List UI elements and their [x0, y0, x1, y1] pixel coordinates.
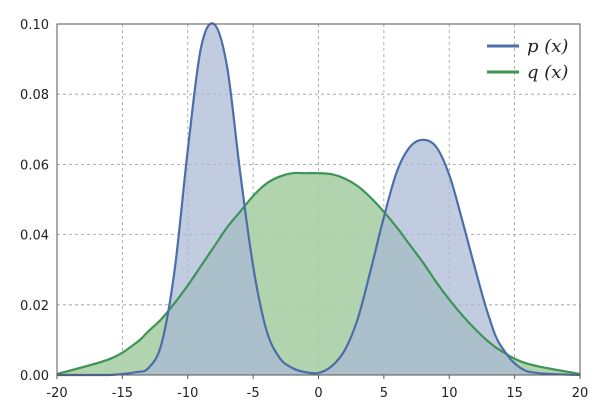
x-tick-label: -5	[247, 386, 260, 401]
series-line-p	[57, 22, 581, 377]
y-tick-label: 0.00	[20, 369, 49, 384]
x-tick-label: 5	[380, 386, 388, 401]
series-line-q	[56, 171, 581, 376]
legend: p (x) q (x)	[487, 36, 568, 83]
y-tick-label: 0.04	[20, 229, 49, 244]
x-tick-label: -10	[177, 386, 198, 401]
y-tick-label: 0.06	[20, 158, 49, 173]
legend-label-q: q (x)	[527, 62, 568, 83]
y-tick-label: 0.02	[20, 299, 49, 314]
x-tick-label: 20	[572, 386, 589, 401]
x-axis: -20 -15 -10 -5 0 5 10 15 20	[46, 375, 588, 401]
series-layer	[56, 22, 581, 377]
legend-label-p: p (x)	[527, 36, 568, 57]
y-tick-label: 0.10	[20, 18, 49, 33]
x-tick-label: 15	[506, 386, 523, 401]
x-tick-label: 10	[441, 386, 458, 401]
y-tick-label: 0.08	[20, 88, 49, 103]
x-tick-label: -15	[112, 386, 133, 401]
x-tick-label: 0	[314, 386, 322, 401]
y-axis: 0.00 0.02 0.04 0.06 0.08 0.10	[20, 18, 49, 384]
x-tick-label: -20	[46, 386, 67, 401]
